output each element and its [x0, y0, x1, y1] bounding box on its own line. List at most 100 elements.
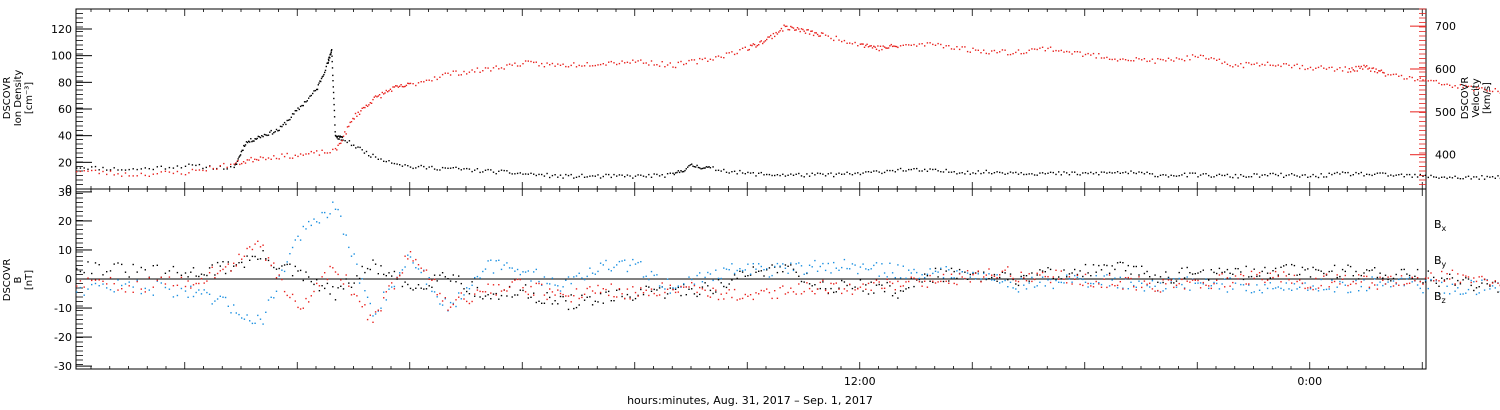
velocity-point — [1408, 76, 1411, 78]
b-bx-point — [546, 292, 548, 294]
velocity-point — [902, 44, 904, 46]
velocity-point — [1349, 71, 1352, 73]
b-by-point — [583, 279, 586, 281]
density-point — [1007, 172, 1009, 175]
density-point — [712, 166, 714, 168]
b-bx-point — [1248, 276, 1250, 278]
velocity-point — [812, 34, 815, 37]
density-point — [320, 80, 322, 83]
b-by-point — [345, 234, 347, 236]
b-bz-point — [806, 282, 808, 284]
density-point — [632, 177, 634, 179]
velocity-point — [766, 38, 768, 41]
b-by-point — [1133, 284, 1135, 287]
b-by-point — [358, 282, 361, 284]
velocity-point — [567, 66, 570, 68]
density-point — [1366, 173, 1368, 175]
velocity-point — [770, 34, 772, 37]
b-bz-point — [124, 291, 127, 293]
b-by-point — [559, 290, 562, 292]
b-bz-point — [739, 298, 741, 300]
velocity-point — [1186, 55, 1188, 57]
density-point — [1352, 174, 1354, 176]
b-by-point — [1127, 288, 1129, 290]
velocity-point — [1237, 65, 1239, 67]
density-point — [226, 168, 228, 170]
velocity-point — [597, 64, 599, 66]
density-point — [519, 172, 521, 174]
time-axis-caption: hours:minutes, Aug. 31, 2017 – Sep. 1, 2… — [627, 394, 873, 407]
density-point — [140, 168, 142, 170]
velocity-point — [487, 67, 489, 69]
b-bz-point — [415, 258, 417, 261]
density-point — [567, 174, 570, 177]
velocity-point — [771, 37, 773, 40]
b-bx-point — [224, 272, 227, 275]
density-point — [306, 100, 308, 102]
density-point — [1368, 173, 1371, 176]
density-point — [333, 103, 335, 106]
density-point — [407, 165, 409, 167]
b-by-point — [1467, 288, 1470, 291]
b-by-point — [1390, 286, 1392, 288]
b-by-point — [1202, 283, 1204, 285]
density-point — [899, 167, 902, 170]
b-bx-point — [132, 263, 134, 266]
velocity-point — [546, 62, 548, 64]
b-bz-point — [707, 295, 709, 297]
b-by-point — [632, 258, 634, 261]
density-point — [1157, 176, 1159, 178]
density-point — [993, 172, 996, 174]
b-bx-point — [1023, 274, 1025, 277]
legend-Bx: Bx — [1434, 218, 1447, 233]
b-bx-point — [1007, 279, 1009, 281]
b-bx-point — [1237, 268, 1239, 270]
velocity-point — [1103, 57, 1105, 59]
b-bx-point — [447, 278, 449, 280]
velocity-point — [321, 149, 323, 151]
b-bx-point — [113, 263, 115, 265]
velocity-point — [460, 74, 462, 76]
b-bx-point — [565, 300, 567, 302]
b-bx-point — [551, 303, 554, 305]
b-bz-point — [1441, 270, 1443, 273]
b-bx-point — [385, 275, 387, 277]
b-by-point — [591, 272, 594, 274]
velocity-point — [377, 95, 379, 97]
density-point — [441, 166, 444, 169]
velocity-point — [334, 147, 337, 150]
b-bz-point — [1079, 283, 1081, 286]
density-point — [1154, 175, 1156, 178]
density-point — [1256, 173, 1258, 175]
density-point — [305, 101, 307, 103]
velocity-point — [549, 64, 551, 66]
b-bx-point — [1449, 273, 1451, 275]
b-bz-point — [249, 246, 251, 248]
b-bx-point — [562, 296, 564, 298]
velocity-point — [1454, 85, 1456, 87]
density-point — [1173, 175, 1175, 177]
b-bz-point — [275, 277, 278, 279]
velocity-point — [869, 45, 871, 47]
velocity-point — [953, 48, 955, 50]
b-by-point — [551, 277, 554, 279]
velocity-point — [1111, 58, 1113, 61]
b-by-point — [999, 282, 1001, 284]
density-point — [233, 166, 235, 169]
density-point — [281, 125, 283, 128]
velocity-point — [508, 63, 511, 65]
b-bz-point — [1189, 281, 1191, 283]
b-by-point — [932, 272, 934, 275]
density-point — [1457, 177, 1459, 179]
b-bz-point — [262, 244, 264, 246]
density-point — [275, 128, 278, 131]
b-by-point — [224, 296, 227, 299]
b-by-point — [1162, 290, 1164, 292]
b-bz-point — [1218, 274, 1221, 276]
density-point — [1320, 173, 1322, 175]
density-point — [709, 167, 712, 169]
b-by-point — [278, 275, 280, 277]
b-bx-point — [878, 283, 880, 286]
density-point — [1234, 173, 1237, 176]
b-by-point — [291, 246, 294, 249]
